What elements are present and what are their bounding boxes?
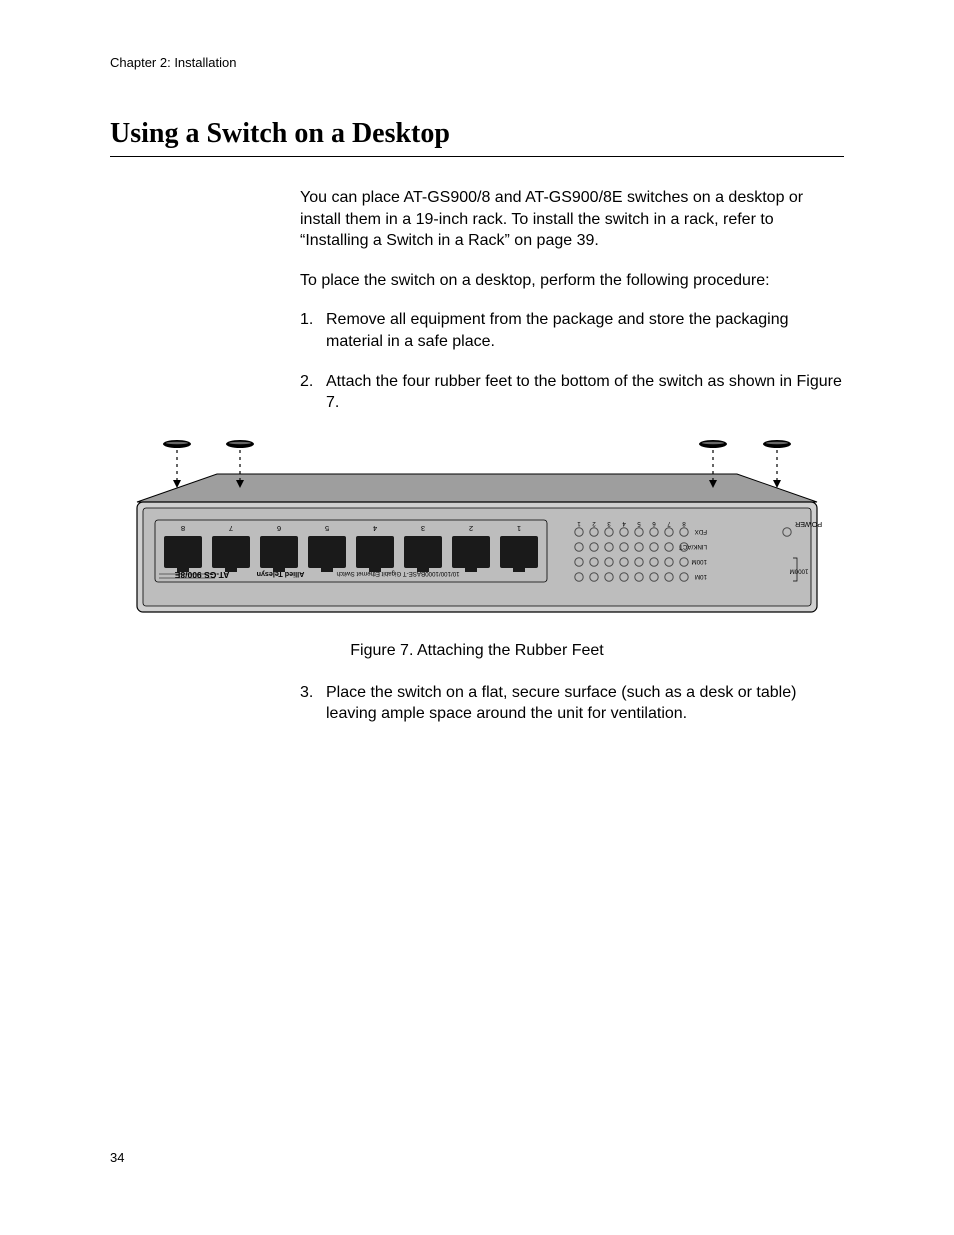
lead-paragraph: To place the switch on a desktop, perfor… (300, 270, 844, 292)
page: Chapter 2: Installation Using a Switch o… (0, 0, 954, 1235)
svg-text:2: 2 (592, 520, 596, 527)
step-text: Place the switch on a flat, secure surfa… (326, 682, 844, 725)
procedure-list-continued: 3. Place the switch on a flat, secure su… (300, 682, 844, 725)
step-number: 3. (300, 682, 326, 725)
svg-text:FDX: FDX (695, 528, 707, 535)
step-number: 2. (300, 371, 326, 414)
svg-text:6: 6 (277, 524, 281, 533)
svg-text:7: 7 (229, 524, 233, 533)
step-number: 1. (300, 309, 326, 352)
svg-text:AT-GS 900/8E: AT-GS 900/8E (174, 570, 229, 580)
section-title: Using a Switch on a Desktop (110, 118, 844, 157)
body-column: You can place AT-GS900/8 and AT-GS900/8E… (300, 187, 844, 414)
svg-text:1000M: 1000M (790, 567, 809, 574)
procedure-step: 3. Place the switch on a flat, secure su… (300, 682, 844, 725)
step-text: Attach the four rubber feet to the botto… (326, 371, 844, 414)
svg-text:1: 1 (577, 520, 581, 527)
svg-text:LINK/ACT: LINK/ACT (679, 543, 707, 550)
svg-text:2: 2 (469, 524, 473, 533)
svg-text:8: 8 (181, 524, 185, 533)
figure: 8 7 6 5 4 3 2 1 POWER 1 2 3 4 5 6 7 8 FDX LINK/ACT 100M 10M 1… (110, 432, 844, 660)
svg-text:POWER: POWER (795, 520, 822, 529)
page-number: 34 (110, 1150, 124, 1165)
svg-text:10M: 10M (695, 573, 707, 580)
procedure-list: 1. Remove all equipment from the package… (300, 309, 844, 413)
svg-text:3: 3 (607, 520, 611, 527)
svg-text:10/100/1000BASE-T Gigabit Ethe: 10/100/1000BASE-T Gigabit Ethernet Switc… (336, 570, 460, 577)
step-text: Remove all equipment from the package an… (326, 309, 844, 352)
procedure-step: 1. Remove all equipment from the package… (300, 309, 844, 352)
intro-paragraph: You can place AT-GS900/8 and AT-GS900/8E… (300, 187, 844, 252)
svg-text:3: 3 (421, 524, 425, 533)
body-column-continued: 3. Place the switch on a flat, secure su… (300, 682, 844, 725)
chapter-header: Chapter 2: Installation (110, 55, 844, 70)
svg-text:5: 5 (325, 524, 329, 533)
svg-text:4: 4 (622, 520, 626, 527)
svg-text:Allied Telesyn: Allied Telesyn (257, 570, 305, 579)
svg-text:4: 4 (373, 524, 377, 533)
svg-text:6: 6 (652, 520, 656, 527)
svg-text:1: 1 (517, 524, 521, 533)
procedure-step: 2. Attach the four rubber feet to the bo… (300, 371, 844, 414)
device-diagram: 8 7 6 5 4 3 2 1 POWER 1 2 3 4 5 6 7 8 FDX LINK/ACT 100M 10M 1… (127, 432, 827, 622)
svg-text:5: 5 (637, 520, 641, 527)
figure-caption: Figure 7. Attaching the Rubber Feet (110, 642, 844, 660)
svg-text:100M: 100M (692, 558, 707, 565)
svg-text:7: 7 (667, 520, 671, 527)
svg-text:8: 8 (682, 520, 686, 527)
